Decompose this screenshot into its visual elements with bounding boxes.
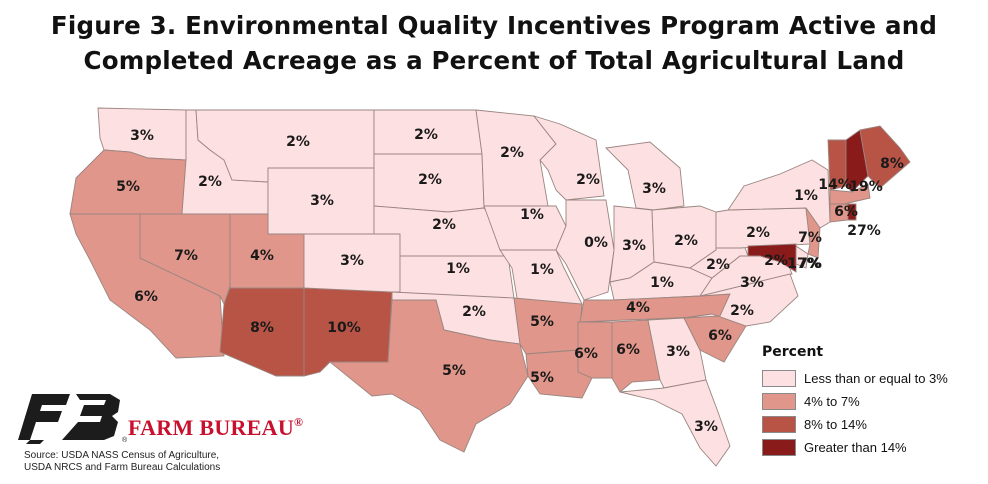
- legend-swatch-low: [762, 370, 796, 387]
- state-label-tn: 4%: [626, 300, 650, 316]
- state-label-de: 2%: [764, 253, 788, 269]
- state-label-nj: 7%: [798, 256, 822, 272]
- legend: Percent Less than or equal to 3% 4% to 7…: [762, 344, 982, 460]
- legend-label-top: Greater than 14%: [804, 440, 907, 455]
- figure-title: Figure 3. Environmental Quality Incentiv…: [0, 8, 988, 78]
- state-label-oh: 2%: [674, 233, 698, 249]
- state-label-nc: 2%: [730, 303, 754, 319]
- legend-label-mid: 4% to 7%: [804, 394, 860, 409]
- state-md: [747, 243, 797, 273]
- state-label-fl: 3%: [694, 419, 718, 435]
- legend-label-low: Less than or equal to 3%: [804, 371, 948, 386]
- state-label-ga: 3%: [666, 344, 690, 360]
- source-line1: Source: USDA NASS Census of Agriculture,: [24, 450, 220, 461]
- legend-swatch-top: [762, 439, 796, 456]
- state-label-ms: 6%: [574, 346, 598, 362]
- state-label-ar: 5%: [530, 314, 554, 330]
- state-label-ny: 1%: [794, 188, 818, 204]
- state-label-nd: 2%: [414, 127, 438, 143]
- state-label-la: 5%: [530, 370, 554, 386]
- state-label-pa: 2%: [746, 225, 770, 241]
- state-label-sc: 6%: [708, 328, 732, 344]
- state-label-ca: 6%: [134, 289, 158, 305]
- state-label-va: 3%: [740, 275, 764, 291]
- state-label-mo: 1%: [530, 262, 554, 278]
- state-mi: [605, 141, 685, 211]
- state-label-wv: 2%: [706, 257, 730, 273]
- brand-name: FARM BUREAU®: [128, 415, 303, 441]
- state-label-mi: 3%: [642, 181, 666, 197]
- brand-name-text: FARM BUREAU: [128, 415, 295, 440]
- figure-title-line1: Figure 3. Environmental Quality Incentiv…: [50, 11, 938, 40]
- state-label-nm: 10%: [327, 320, 361, 336]
- state-fl: [619, 379, 731, 467]
- brand-registered-mark: ®: [294, 415, 304, 429]
- state-label-ky: 1%: [650, 275, 674, 291]
- legend-item-top: Greater than 14%: [762, 437, 982, 459]
- state-tx: [328, 299, 529, 453]
- state-label-wa: 3%: [130, 128, 154, 144]
- figure-title-line2: Completed Acreage as a Percent of Total …: [83, 46, 905, 75]
- state-label-ri: 27%: [847, 223, 881, 239]
- state-label-me: 8%: [880, 156, 904, 172]
- state-ri: [847, 203, 857, 221]
- legend-title: Percent: [762, 344, 824, 360]
- state-label-nh: 19%: [849, 179, 883, 195]
- svg-text:®: ®: [122, 436, 128, 444]
- state-label-in: 3%: [622, 238, 646, 254]
- state-label-co: 3%: [340, 253, 364, 269]
- state-label-id: 2%: [198, 174, 222, 190]
- state-label-ct: 7%: [798, 230, 822, 246]
- state-wi: [532, 115, 605, 201]
- state-nc: [683, 273, 799, 327]
- legend-item-mid: 4% to 7%: [762, 391, 982, 413]
- state-label-sd: 2%: [418, 172, 442, 188]
- state-label-wi: 2%: [576, 172, 600, 188]
- state-label-vt: 14%: [818, 177, 852, 193]
- state-label-ia: 1%: [520, 207, 544, 223]
- state-label-or: 5%: [116, 179, 140, 195]
- source-line2: USDA NRCS and Farm Bureau Calculations: [24, 462, 221, 473]
- legend-swatch-high: [762, 416, 796, 433]
- state-label-mt: 2%: [286, 134, 310, 150]
- state-label-md: 17%: [787, 256, 821, 272]
- state-label-az: 8%: [250, 320, 274, 336]
- legend-item-low: Less than or equal to 3%: [762, 368, 982, 390]
- state-label-wy: 3%: [310, 193, 334, 209]
- legend-label-high: 8% to 14%: [804, 417, 867, 432]
- state-nj: [805, 207, 821, 259]
- state-label-ks: 1%: [446, 261, 470, 277]
- state-label-mn: 2%: [500, 145, 524, 161]
- state-label-ne: 2%: [432, 217, 456, 233]
- state-label-il: 0%: [584, 235, 608, 251]
- state-me: [859, 125, 911, 189]
- legend-swatch-mid: [762, 393, 796, 410]
- legend-item-high: 8% to 14%: [762, 414, 982, 436]
- state-label-ut: 4%: [250, 248, 274, 264]
- farm-bureau-logo-icon: ®: [18, 394, 128, 444]
- state-label-nv: 7%: [174, 248, 198, 264]
- source-note: Source: USDA NASS Census of Agriculture,…: [24, 450, 220, 474]
- state-label-ok: 2%: [462, 304, 486, 320]
- state-mo: [499, 249, 583, 305]
- state-label-tx: 5%: [442, 363, 466, 379]
- state-label-al: 6%: [616, 342, 640, 358]
- state-label-ma: 6%: [834, 204, 858, 220]
